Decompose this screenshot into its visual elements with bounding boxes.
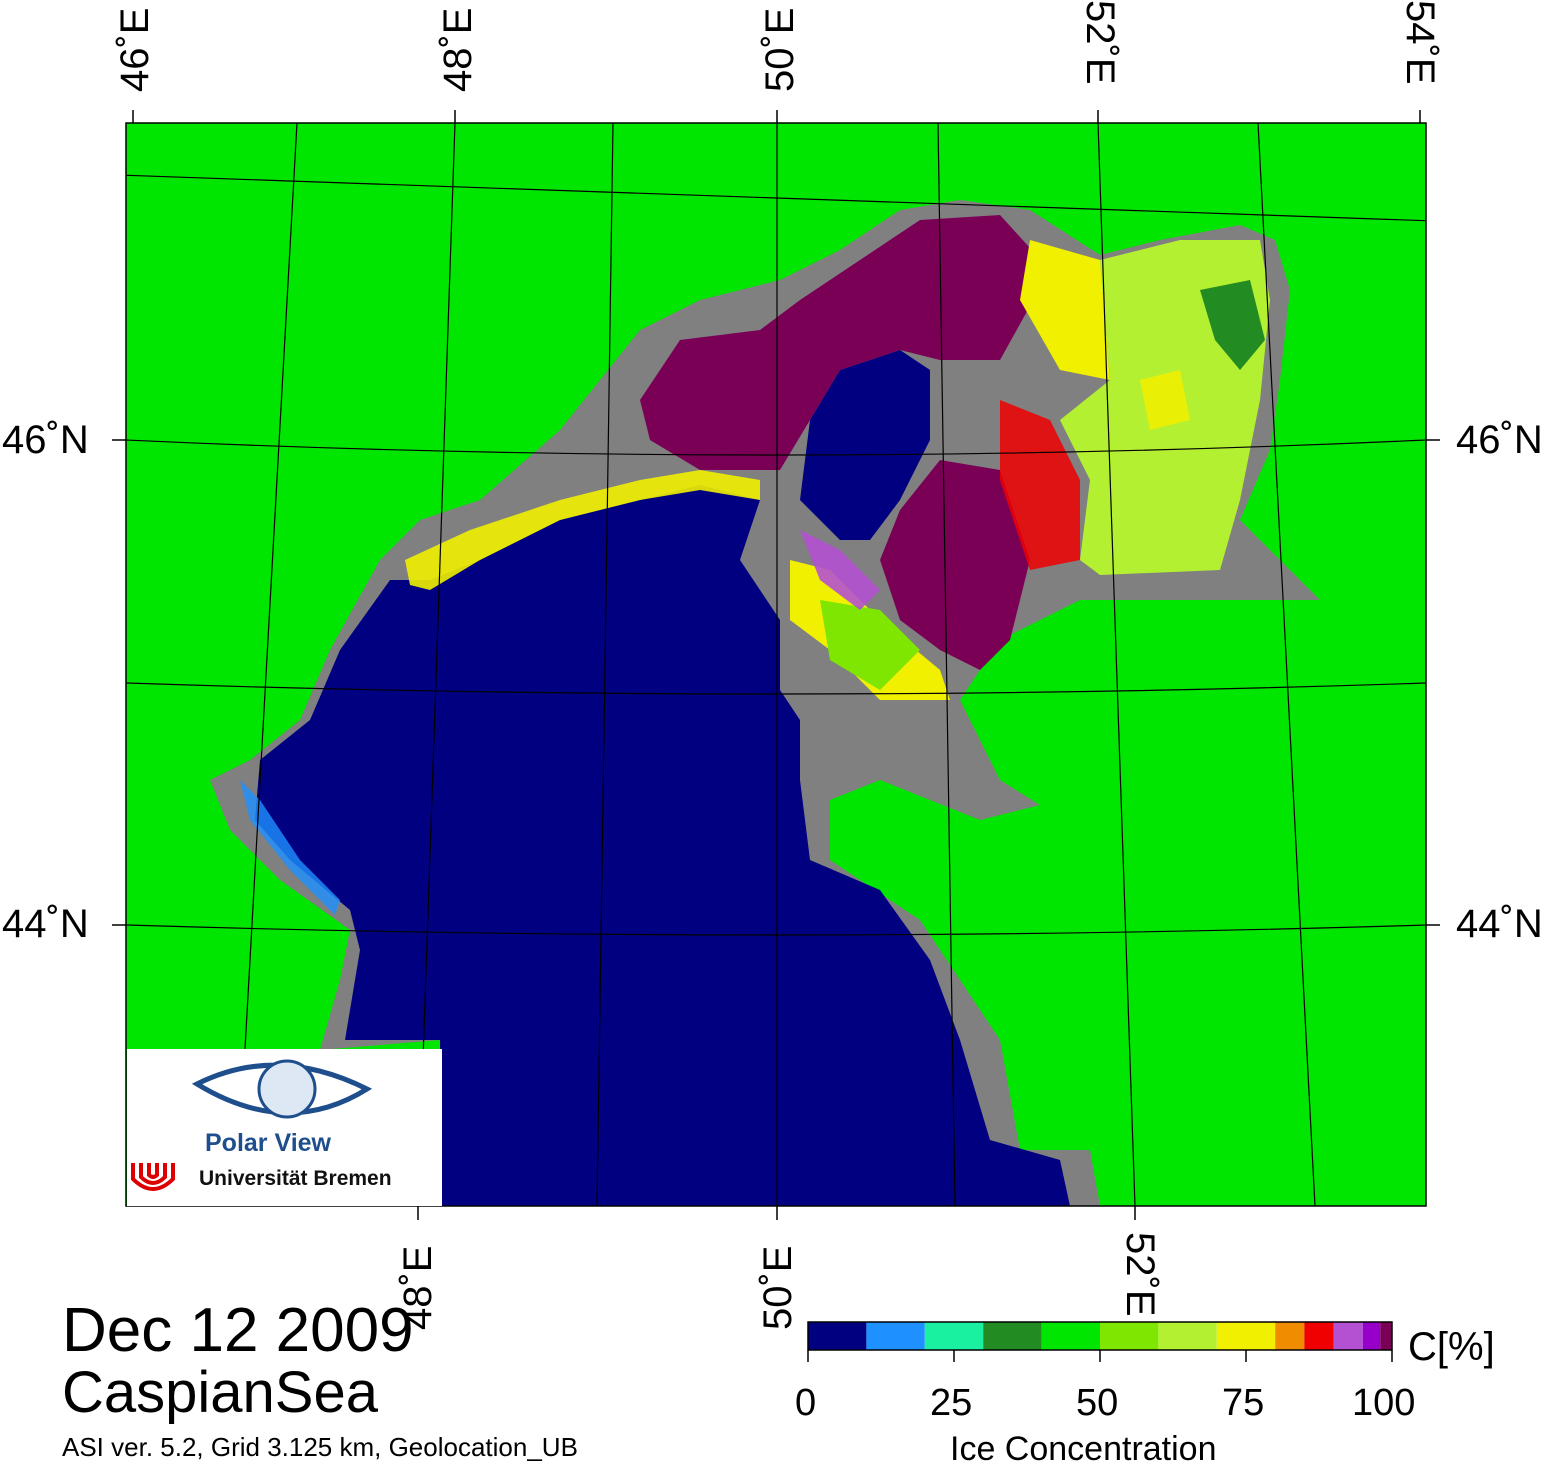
colorbar-bin <box>1304 1322 1334 1350</box>
open-water-pocket <box>800 350 930 540</box>
ice-east-dark <box>1200 280 1265 370</box>
colorbar-bin <box>1362 1322 1381 1350</box>
colorbar-unit-label: C[%] <box>1408 1325 1495 1369</box>
lat-label-right-44: 44˚N <box>1456 902 1543 946</box>
colorbar-bin <box>866 1322 925 1350</box>
lat-label-left-44: 44˚N <box>2 902 89 946</box>
colorbar-bin <box>1100 1322 1159 1350</box>
colorbar-bin <box>808 1322 867 1350</box>
product-meta-label: ASI ver. 5.2, Grid 3.125 km, Geolocation… <box>62 1432 578 1462</box>
lon-label-top-48: 48˚E <box>436 7 480 93</box>
lon-label-top-54: 54˚E <box>1398 0 1442 85</box>
ice-bay-purple <box>800 530 880 610</box>
colorbar-tick-75: 75 <box>1222 1382 1265 1424</box>
frame-ticks <box>112 110 1440 1220</box>
lat-label-left-46: 46˚N <box>2 418 89 462</box>
colorbar-tick-100: 100 <box>1352 1382 1416 1424</box>
thick-ice-central <box>880 460 1030 670</box>
ice-fringe-cyan <box>240 780 340 915</box>
colorbar-tick-0: 0 <box>795 1382 817 1424</box>
date-label: Dec 12 2009 <box>62 1296 414 1365</box>
region-label: CaspianSea <box>62 1360 378 1425</box>
colorbar-bin <box>1158 1322 1217 1350</box>
colorbar-bin <box>924 1322 984 1350</box>
colorbar-bin <box>1041 1322 1100 1350</box>
open-water <box>255 485 1070 1206</box>
colorbar-bin <box>1380 1322 1392 1350</box>
eye-icon <box>191 1062 373 1116</box>
lat-label-right-46: 46˚N <box>1456 418 1543 462</box>
ice-east-yellow <box>1140 370 1190 430</box>
colorbar-bin <box>1216 1322 1276 1350</box>
logo-title: Polar View <box>205 1129 331 1157</box>
lon-label-top-52: 52˚E <box>1078 0 1122 85</box>
polar-view-logo: Polar View Universität Bremen <box>127 1049 442 1206</box>
map-frame <box>125 122 1427 1207</box>
ice-band-yellow-north <box>1020 240 1110 380</box>
logo-institution: Universität Bremen <box>199 1167 392 1190</box>
ice-band-red <box>1000 400 1080 570</box>
ice-bay-lime <box>820 600 920 690</box>
ice-fringe-north <box>405 470 760 590</box>
colorbar-title: Ice Concentration <box>950 1430 1217 1468</box>
lon-label-top-50: 50˚E <box>758 7 802 93</box>
colorbar-bin <box>1333 1322 1363 1350</box>
colorbar-tick-50: 50 <box>1076 1382 1119 1424</box>
lon-label-bottom-52: 52˚E <box>1118 1232 1162 1317</box>
colorbar-tick-25: 25 <box>930 1382 973 1424</box>
lon-label-top-46: 46˚E <box>113 7 157 93</box>
bremen-emblem-icon <box>131 1163 175 1191</box>
colorbar-bin <box>1275 1322 1305 1350</box>
colorbar-bin <box>983 1322 1042 1350</box>
thick-ice-north <box>640 215 1050 470</box>
colorbar <box>807 1321 1393 1362</box>
graticule <box>125 122 1427 1207</box>
lon-label-bottom-50: 50˚E <box>756 1245 800 1331</box>
